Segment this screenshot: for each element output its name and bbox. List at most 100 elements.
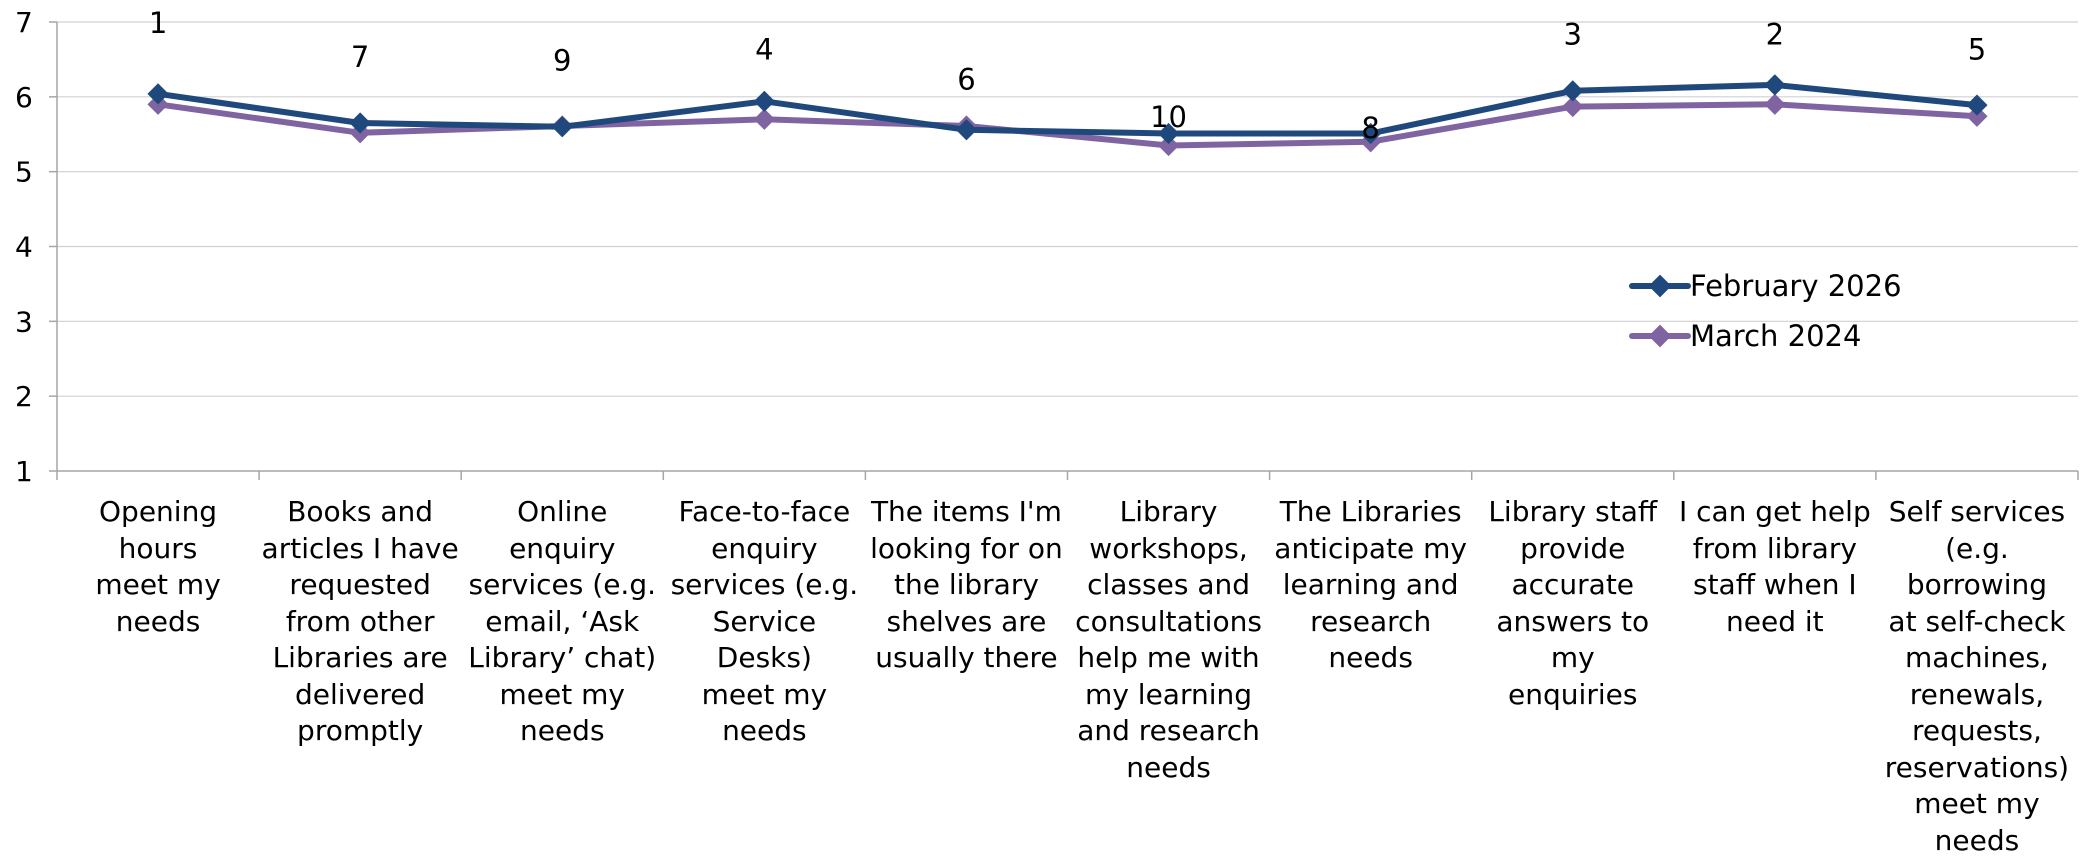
x-category-label-line: Library xyxy=(1069,494,1269,531)
x-category-label-line: enquiries xyxy=(1473,677,1673,714)
legend-entry-march-2024: March 2024 xyxy=(1632,319,1861,353)
x-category-label-line: meet my xyxy=(58,567,258,604)
data-point-1-9 xyxy=(1764,74,1785,95)
x-category-label-line: Library’ chat) xyxy=(462,640,662,677)
x-category-label-line: delivered xyxy=(260,677,460,714)
x-category-label-line: classes and xyxy=(1069,567,1269,604)
legend-marker-february-2026 xyxy=(1649,275,1672,298)
x-category-label-line: help me with xyxy=(1069,640,1269,677)
x-category-label-line: answers to my xyxy=(1473,604,1673,677)
x-category-label-line: my learning xyxy=(1069,677,1269,714)
legend-entry-february-2026: February 2026 xyxy=(1632,269,1902,303)
x-category-label-line: looking for on xyxy=(866,531,1066,568)
x-category-label-line: Service Desks) xyxy=(664,604,864,677)
rank-label-4: 4 xyxy=(755,32,773,66)
x-category-label-line: at self-check xyxy=(1877,604,2077,641)
x-category-label-line: meet my xyxy=(664,677,864,714)
x-category-label-line: Online enquiry xyxy=(462,494,662,567)
series-line-1 xyxy=(158,85,1977,134)
x-category-label-line: services (e.g. xyxy=(664,567,864,604)
x-category-label-line: needs xyxy=(1271,640,1471,677)
x-category-label-line: requested xyxy=(260,567,460,604)
rank-label-10: 5 xyxy=(1968,32,1986,66)
rank-label-6: 10 xyxy=(1150,100,1187,134)
x-category-label-line: accurate xyxy=(1473,567,1673,604)
rank-label-1: 1 xyxy=(149,6,167,40)
x-category-label-line: research xyxy=(1271,604,1471,641)
data-point-1-4 xyxy=(754,91,775,112)
y-tick-labels: 1 2 3 4 5 6 7 xyxy=(15,6,33,488)
x-category-label-line: services (e.g. xyxy=(462,567,662,604)
rank-label-7: 8 xyxy=(1361,111,1379,145)
x-category-label-line: Opening hours xyxy=(58,494,258,567)
x-category-label-line: and research xyxy=(1069,713,1269,750)
x-category-label-line: (e.g. borrowing xyxy=(1877,531,2077,604)
rank-label-8: 3 xyxy=(1564,17,1582,51)
x-category-label-line: needs xyxy=(58,604,258,641)
x-category-label-line: promptly xyxy=(260,713,460,750)
x-category-label-line: needs xyxy=(1069,750,1269,787)
y-tick-label-3: 3 xyxy=(15,305,33,338)
x-tick-marks xyxy=(57,471,2078,480)
rank-label-3: 9 xyxy=(553,44,571,78)
x-category-label-line: need it xyxy=(1675,604,1875,641)
series-layer xyxy=(147,74,1987,156)
x-category-label-line: needs xyxy=(1877,823,2077,859)
data-point-1-3 xyxy=(552,116,573,137)
x-category-label-line: articles I have xyxy=(260,531,460,568)
x-category-label-line: learning and xyxy=(1271,567,1471,604)
x-category-label-line: Libraries are xyxy=(260,640,460,677)
x-category-label-line: anticipate my xyxy=(1271,531,1471,568)
legend-marker-march-2024 xyxy=(1649,325,1672,348)
x-category-label-line: email, ‘Ask xyxy=(462,604,662,641)
x-category-label-line: meet my xyxy=(1877,786,2077,823)
x-category-label-line: usually there xyxy=(866,640,1066,677)
x-category-label-line: enquiry xyxy=(664,531,864,568)
y-tick-label-6: 6 xyxy=(15,81,33,114)
x-category-label-line: workshops, xyxy=(1069,531,1269,568)
legend-label-february-2026: February 2026 xyxy=(1690,269,1902,303)
y-tick-label-4: 4 xyxy=(15,231,33,264)
rank-label-5: 6 xyxy=(957,62,975,96)
rank-label-2: 7 xyxy=(351,40,369,74)
x-category-label-line: from other xyxy=(260,604,460,641)
y-tick-label-5: 5 xyxy=(15,156,33,189)
x-category-label-line: staff when I xyxy=(1675,567,1875,604)
data-point-1-8 xyxy=(1562,80,1583,101)
x-category-label-line: Library staff xyxy=(1473,494,1673,531)
x-category-label-line: renewals, xyxy=(1877,677,2077,714)
x-category-label-line: requests, xyxy=(1877,713,2077,750)
x-category-label-line: from library xyxy=(1675,531,1875,568)
x-category-label-line: The items I'm xyxy=(866,494,1066,531)
y-tick-label-2: 2 xyxy=(15,380,33,413)
x-category-label-line: meet my xyxy=(462,677,662,714)
x-category-label-line: shelves are xyxy=(866,604,1066,641)
legend: February 2026 March 2024 xyxy=(1632,269,1902,353)
x-category-label-line: provide xyxy=(1473,531,1673,568)
x-category-label-line: needs xyxy=(664,713,864,750)
x-category-label-line: consultations xyxy=(1069,604,1269,641)
y-tick-label-1: 1 xyxy=(15,455,33,488)
x-category-label-line: Face-to-face xyxy=(664,494,864,531)
data-point-1-10 xyxy=(1966,94,1987,115)
x-category-label-line: machines, xyxy=(1877,640,2077,677)
x-category-label-line: I can get help xyxy=(1675,494,1875,531)
y-tick-label-7: 7 xyxy=(15,6,33,39)
x-category-label-line: the library xyxy=(866,567,1066,604)
rank-label-9: 2 xyxy=(1766,17,1784,51)
x-category-label-line: needs xyxy=(462,713,662,750)
x-category-label-line: Books and xyxy=(260,494,460,531)
x-category-label-line: reservations) xyxy=(1877,750,2077,787)
data-point-1-5 xyxy=(956,119,977,140)
x-category-label-line: The Libraries xyxy=(1271,494,1471,531)
